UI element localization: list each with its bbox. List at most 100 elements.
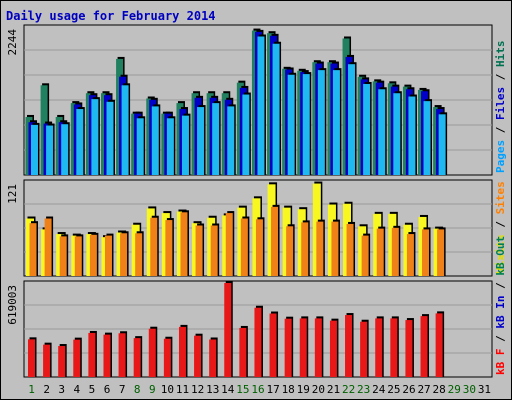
day-label: 25 xyxy=(387,383,400,396)
day-labels: 1 2 3 4 5 6 7 8 9 10 11 12 13 14 15 16 17 18 19 20 21 22 23 24 2… xyxy=(28,383,491,396)
bar-pages xyxy=(302,72,312,175)
bar-kb-f xyxy=(254,305,263,377)
bar-kb-f xyxy=(88,330,97,377)
bar-sites xyxy=(150,215,159,276)
panel-top: 2244 Pages / Files / Hits xyxy=(6,24,507,176)
bar-kb-f xyxy=(420,314,430,377)
bar-kb-f xyxy=(405,318,414,377)
bar-sites xyxy=(210,223,220,276)
bar-pages xyxy=(227,104,236,175)
day-label: 19 xyxy=(297,383,310,396)
bar-sites xyxy=(361,233,371,276)
day-label: 26 xyxy=(402,383,415,396)
bar-sites xyxy=(422,227,431,276)
bar-kb-f xyxy=(345,313,354,377)
legend-entry: / xyxy=(494,120,507,140)
bar-pages xyxy=(332,68,342,175)
bar-kb-f xyxy=(329,318,339,377)
bar-kb-f xyxy=(28,337,37,377)
day-label: 12 xyxy=(191,383,204,396)
bar-pages xyxy=(61,122,70,175)
bar-kb-f xyxy=(269,311,279,377)
day-label: 16 xyxy=(251,383,264,396)
day-label: 2 xyxy=(43,383,50,396)
day-label: 24 xyxy=(372,383,386,396)
legend-entry: / xyxy=(494,329,507,349)
bar-sites xyxy=(29,221,38,276)
bar-sites xyxy=(135,231,144,276)
legend-entry: Sites xyxy=(494,181,507,214)
day-label: 4 xyxy=(74,383,81,396)
bar-sites xyxy=(240,216,250,276)
bar-pages xyxy=(46,123,55,175)
bar-pages xyxy=(287,72,297,175)
bar-sites xyxy=(104,233,114,276)
bar-kb-f xyxy=(239,325,248,377)
bar-kb-f xyxy=(375,316,384,377)
bar-kb-f xyxy=(43,342,52,377)
bar-pages xyxy=(76,107,85,175)
bar-kb-f xyxy=(435,311,445,377)
bar-sites xyxy=(59,234,69,276)
bar-sites xyxy=(74,234,84,276)
bar-sites xyxy=(346,221,356,276)
bar-pages xyxy=(31,122,40,175)
day-label: 28 xyxy=(433,383,446,396)
panel-max-label: 619003 xyxy=(6,285,19,325)
bar-sites xyxy=(331,219,340,276)
bar-sites xyxy=(44,216,54,276)
bar-pages xyxy=(423,99,433,175)
bar-kb-f xyxy=(224,281,233,377)
bar-pages xyxy=(136,116,146,175)
day-label: 29 xyxy=(448,383,461,396)
day-label: 18 xyxy=(282,383,295,396)
legend-entry: / xyxy=(494,276,507,296)
panel-legend: kB F / kB In / kB Out xyxy=(494,236,507,375)
bar-kb-f xyxy=(194,333,203,377)
day-label: 11 xyxy=(176,383,189,396)
panel-max-label: 121 xyxy=(6,184,19,204)
bar-kb-f xyxy=(314,316,324,377)
bar-sites xyxy=(255,217,265,276)
bar-sites xyxy=(286,224,295,276)
bar-kb-f xyxy=(148,326,158,377)
day-label: 30 xyxy=(463,383,476,396)
bar-kb-f xyxy=(163,336,173,377)
panels-layer: 2244 Pages / Files / Hits 121 Visits / Site… xyxy=(6,24,507,378)
bar-sites xyxy=(391,225,401,276)
legend-entry: Files xyxy=(494,87,507,120)
bar-sites xyxy=(376,226,386,276)
day-label: 15 xyxy=(236,383,249,396)
day-label: 9 xyxy=(149,383,156,396)
day-label: 3 xyxy=(58,383,65,396)
bar-sites xyxy=(437,227,446,276)
bar-kb-f xyxy=(390,316,399,377)
bar-sites xyxy=(165,218,174,276)
chart-title: Daily usage for February 2014 xyxy=(6,9,216,23)
bar-sites xyxy=(89,232,99,276)
bar-pages xyxy=(181,113,191,175)
bar-pages xyxy=(91,97,100,175)
bar-pages xyxy=(212,101,221,175)
bar-kb-f xyxy=(133,336,143,377)
bar-pages xyxy=(408,94,417,175)
bar-pages xyxy=(151,104,161,175)
bar-pages xyxy=(438,112,448,175)
legend-entry: kB Out xyxy=(494,236,507,276)
bar-kb-f xyxy=(284,316,294,377)
legend-entry: Visits xyxy=(494,234,507,274)
bar-kb-f xyxy=(178,324,188,377)
day-label: 6 xyxy=(104,383,111,396)
day-label: 5 xyxy=(89,383,96,396)
bar-pages xyxy=(106,99,115,175)
day-label: 23 xyxy=(357,383,370,396)
panel-mid: 121 Visits / Sites xyxy=(6,179,507,277)
bar-pages xyxy=(242,92,251,175)
day-label: 31 xyxy=(478,383,491,396)
legend-entry: / xyxy=(494,67,507,87)
bar-sites xyxy=(271,204,280,276)
bar-sites xyxy=(301,220,310,276)
legend-entry: kB In xyxy=(494,296,507,329)
legend-entry: kB F xyxy=(494,349,507,376)
